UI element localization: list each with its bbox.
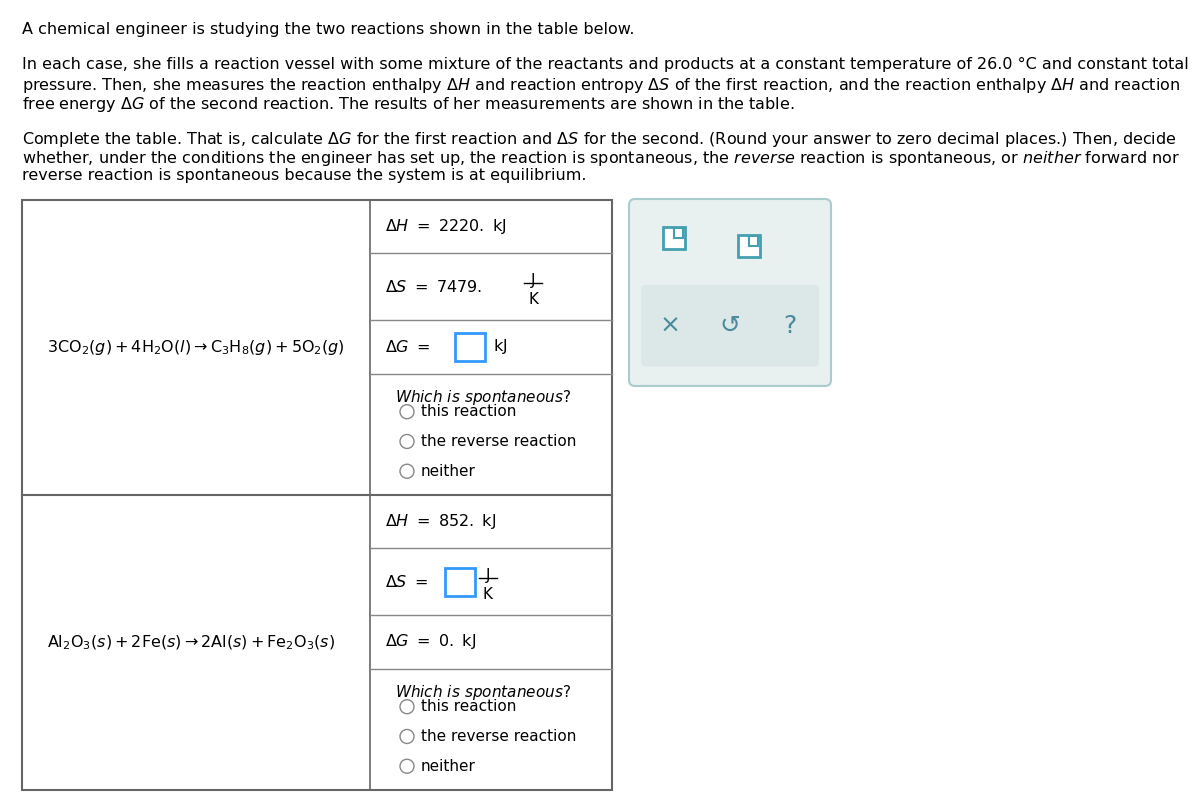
Text: J: J — [530, 273, 535, 288]
Text: Complete the table. That is, calculate $\Delta\mathit{G}$ for the first reaction: Complete the table. That is, calculate $… — [22, 130, 1177, 149]
Bar — [738, 235, 760, 257]
Bar — [674, 228, 683, 238]
Text: $\mathit{Which\ is\ spontaneous?}$: $\mathit{Which\ is\ spontaneous?}$ — [395, 388, 571, 407]
Text: $\Delta H\ =\ 852.\ \mathrm{kJ}$: $\Delta H\ =\ 852.\ \mathrm{kJ}$ — [385, 512, 497, 531]
Text: neither: neither — [421, 464, 476, 479]
Text: K: K — [528, 292, 538, 307]
Text: $\Delta H\ =\ 2220.\ \mathrm{kJ}$: $\Delta H\ =\ 2220.\ \mathrm{kJ}$ — [385, 217, 506, 236]
Text: ↺: ↺ — [720, 314, 740, 338]
Text: ×: × — [660, 314, 680, 338]
Bar — [445, 568, 475, 596]
Bar — [22, 200, 612, 790]
Text: $\Delta S\ =\ $: $\Delta S\ =\ $ — [385, 574, 428, 590]
Text: $\mathrm{kJ}$: $\mathrm{kJ}$ — [493, 337, 508, 356]
Ellipse shape — [400, 759, 414, 773]
Text: this reaction: this reaction — [421, 699, 516, 714]
Text: In each case, she fills a reaction vessel with some mixture of the reactants and: In each case, she fills a reaction vesse… — [22, 57, 1189, 72]
Text: reverse reaction is spontaneous because the system is at equilibrium.: reverse reaction is spontaneous because … — [22, 168, 587, 183]
Text: $\mathit{Which\ is\ spontaneous?}$: $\mathit{Which\ is\ spontaneous?}$ — [395, 682, 571, 702]
Text: pressure. Then, she measures the reaction enthalpy $\Delta\mathit{H}$ and reacti: pressure. Then, she measures the reactio… — [22, 76, 1181, 95]
Text: A chemical engineer is studying the two reactions shown in the table below.: A chemical engineer is studying the two … — [22, 22, 635, 37]
FancyBboxPatch shape — [641, 285, 818, 367]
Text: free energy $\Delta\mathit{G}$ of the second reaction. The results of her measur: free energy $\Delta\mathit{G}$ of the se… — [22, 95, 794, 114]
Text: $\Delta G\ =\ $: $\Delta G\ =\ $ — [385, 339, 431, 355]
Bar — [662, 227, 685, 249]
Ellipse shape — [400, 700, 414, 714]
Ellipse shape — [400, 434, 414, 449]
Text: this reaction: this reaction — [421, 405, 516, 419]
Ellipse shape — [400, 730, 414, 743]
FancyBboxPatch shape — [629, 199, 830, 386]
Text: neither: neither — [421, 759, 476, 774]
Text: $\Delta G\ =\ 0.\ \mathrm{kJ}$: $\Delta G\ =\ 0.\ \mathrm{kJ}$ — [385, 633, 476, 651]
Text: $3\mathrm{CO}_2(g) + 4\mathrm{H}_2\mathrm{O}(l) \rightarrow \mathrm{C}_3\mathrm{: $3\mathrm{CO}_2(g) + 4\mathrm{H}_2\mathr… — [47, 338, 344, 357]
Bar — [749, 236, 758, 246]
Ellipse shape — [400, 465, 414, 478]
Text: the reverse reaction: the reverse reaction — [421, 434, 576, 449]
Ellipse shape — [400, 405, 414, 419]
Text: $\Delta S\ =\ 7479.$: $\Delta S\ =\ 7479.$ — [385, 279, 482, 295]
Text: J: J — [486, 568, 491, 583]
Text: ?: ? — [784, 314, 797, 338]
Text: the reverse reaction: the reverse reaction — [421, 729, 576, 744]
Text: K: K — [482, 587, 493, 602]
Text: $\mathrm{Al}_2\mathrm{O}_3(s) + 2\mathrm{Fe}(s) \rightarrow 2\mathrm{Al}(s) + \m: $\mathrm{Al}_2\mathrm{O}_3(s) + 2\mathrm… — [47, 634, 335, 652]
Text: whether, under the conditions the engineer has set up, the reaction is spontaneo: whether, under the conditions the engine… — [22, 149, 1180, 168]
Bar — [455, 333, 485, 361]
